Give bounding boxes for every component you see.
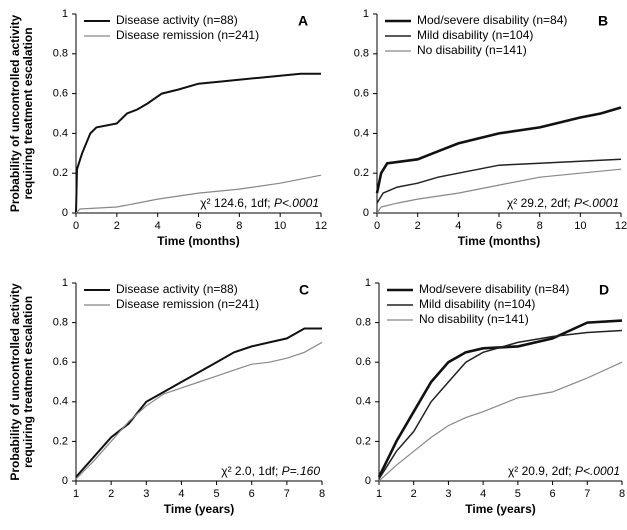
x-tick-label: 0 <box>374 220 380 232</box>
y-tick-label: 0.8 <box>53 48 68 60</box>
legend-label: Mild disability (n=104) <box>417 28 533 42</box>
x-tick-label: 6 <box>550 488 556 500</box>
y-axis-label: requiring treatment escalation <box>21 27 35 199</box>
y-tick-label: 0 <box>365 475 371 487</box>
x-tick-label: 2 <box>415 220 421 232</box>
panel-label: D <box>599 282 609 298</box>
annotation: χ² 2.0, 1df; P=.160 <box>221 464 320 478</box>
legend-label: Mild disability (n=104) <box>419 297 535 311</box>
legend-label: No disability (n=141) <box>417 43 527 57</box>
y-axis-label: requiring treatment escalation <box>21 296 35 468</box>
y-tick-label: 0.6 <box>354 88 369 100</box>
survival-curve <box>75 72 321 214</box>
panel-label: C <box>299 282 309 298</box>
x-tick-label: 3 <box>143 488 149 500</box>
y-tick-label: 0.6 <box>53 88 68 100</box>
annotation: χ² 29.2, 2df; P<.0001 <box>507 196 619 210</box>
x-tick-label: 2 <box>108 488 114 500</box>
x-axis-label: Time (months) <box>458 234 540 248</box>
y-tick-label: 0.4 <box>354 127 369 139</box>
y-tick-label: 0.2 <box>356 435 371 447</box>
survival-curve <box>378 361 623 482</box>
survival-curve <box>75 174 322 214</box>
survival-curve <box>75 327 322 478</box>
annotation-p: P<.0001 <box>574 196 619 210</box>
y-tick-label: 0.4 <box>356 396 371 408</box>
x-tick-label: 5 <box>214 488 220 500</box>
x-tick-label: 4 <box>178 488 184 500</box>
y-axis-label: Probability of uncontrolled activity <box>8 283 22 481</box>
y-tick-label: 0.2 <box>354 167 369 179</box>
x-tick-label: 10 <box>274 220 286 232</box>
y-tick-label: 0.2 <box>53 435 68 447</box>
annotation-p: P=.160 <box>282 464 321 478</box>
annotation-stat: χ² 124.6, 1df; <box>200 196 274 210</box>
annotation-stat: χ² 20.9, 2df; <box>508 464 575 478</box>
panel-label: B <box>598 13 608 29</box>
x-tick-label: 6 <box>195 220 201 232</box>
x-tick-label: 4 <box>455 220 461 232</box>
x-tick-label: 3 <box>445 488 451 500</box>
y-axis-label: Probability of uncontrolled activity <box>8 14 22 212</box>
survival-curve <box>376 158 622 204</box>
y-tick-label: 1 <box>365 277 371 289</box>
annotation-p: P<.0001 <box>274 196 319 210</box>
x-axis-label: Time (years) <box>465 502 535 516</box>
x-tick-label: 7 <box>284 488 290 500</box>
x-tick-label: 1 <box>73 488 79 500</box>
annotation: χ² 124.6, 1df; P<.0001 <box>200 196 319 210</box>
annotation-stat: χ² 29.2, 2df; <box>507 196 574 210</box>
survival-curve <box>376 168 622 214</box>
x-tick-label: 5 <box>515 488 521 500</box>
annotation: χ² 20.9, 2df; P<.0001 <box>508 464 620 478</box>
y-tick-label: 0.6 <box>356 356 371 368</box>
x-tick-label: 8 <box>319 488 325 500</box>
legend-label: Disease remission (n=241) <box>116 28 259 42</box>
y-tick-label: 0.8 <box>356 317 371 329</box>
y-tick-label: 0 <box>363 207 369 219</box>
y-tick-label: 1 <box>62 8 68 20</box>
y-tick-label: 0.4 <box>53 127 68 139</box>
y-tick-label: 0.2 <box>53 167 68 179</box>
y-tick-label: 0 <box>62 475 68 487</box>
y-tick-label: 1 <box>363 8 369 20</box>
survival-curve <box>75 341 323 480</box>
x-tick-label: 8 <box>537 220 543 232</box>
x-tick-label: 2 <box>114 220 120 232</box>
survival-curve <box>377 319 623 478</box>
survival-curve <box>375 106 622 194</box>
x-tick-label: 7 <box>584 488 590 500</box>
legend-label: Disease activity (n=88) <box>116 282 238 296</box>
legend-label: Disease activity (n=88) <box>116 13 238 27</box>
x-tick-label: 12 <box>615 220 627 232</box>
x-tick-label: 1 <box>376 488 382 500</box>
x-tick-label: 8 <box>236 220 242 232</box>
x-axis-label: Time (months) <box>157 234 239 248</box>
legend-label: Mod/severe disability (n=84) <box>417 13 567 27</box>
x-axis-label: Time (years) <box>164 502 234 516</box>
survival-curve <box>378 329 623 480</box>
x-tick-label: 12 <box>315 220 327 232</box>
legend-label: Mod/severe disability (n=84) <box>419 282 569 296</box>
panel-label: A <box>298 13 308 29</box>
y-tick-label: 0.4 <box>53 396 68 408</box>
annotation-p: P<.0001 <box>575 464 620 478</box>
y-tick-label: 0.8 <box>354 48 369 60</box>
y-tick-label: 0.8 <box>53 317 68 329</box>
annotation-stat: χ² 2.0, 1df; <box>221 464 281 478</box>
x-tick-label: 4 <box>155 220 161 232</box>
y-tick-label: 0 <box>62 207 68 219</box>
x-tick-label: 8 <box>619 488 625 500</box>
x-tick-label: 0 <box>73 220 79 232</box>
legend-label: No disability (n=141) <box>419 312 529 326</box>
x-tick-label: 2 <box>411 488 417 500</box>
y-tick-label: 0.6 <box>53 356 68 368</box>
x-tick-label: 4 <box>480 488 486 500</box>
x-tick-label: 6 <box>249 488 255 500</box>
y-tick-label: 1 <box>62 277 68 289</box>
x-tick-label: 10 <box>574 220 586 232</box>
legend-label: Disease remission (n=241) <box>116 297 259 311</box>
x-tick-label: 6 <box>496 220 502 232</box>
